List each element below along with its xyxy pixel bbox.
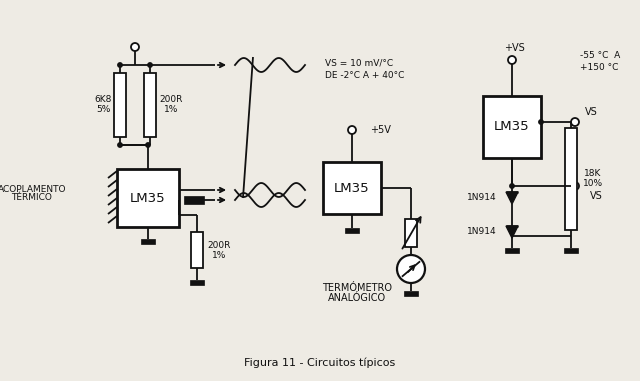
Text: +5V: +5V xyxy=(370,125,391,135)
Text: VS = 10 mV/°C: VS = 10 mV/°C xyxy=(325,59,393,67)
Bar xyxy=(144,73,156,137)
Text: +150 °C: +150 °C xyxy=(580,62,618,72)
Circle shape xyxy=(510,184,514,188)
Circle shape xyxy=(348,126,356,134)
Text: 1%: 1% xyxy=(164,106,178,115)
Bar xyxy=(505,248,519,253)
Circle shape xyxy=(131,43,139,51)
Bar xyxy=(564,248,578,253)
Circle shape xyxy=(118,63,122,67)
Circle shape xyxy=(148,63,152,67)
Polygon shape xyxy=(506,226,518,238)
Text: 1N914: 1N914 xyxy=(467,227,497,237)
Circle shape xyxy=(146,143,150,147)
Circle shape xyxy=(118,143,122,147)
Text: 5%: 5% xyxy=(96,106,110,115)
Circle shape xyxy=(571,182,579,190)
Text: ANALÓGICO: ANALÓGICO xyxy=(328,293,386,303)
Bar xyxy=(565,128,577,230)
Bar xyxy=(190,280,204,285)
Polygon shape xyxy=(506,192,518,204)
Text: 1%: 1% xyxy=(212,250,226,259)
Bar xyxy=(191,232,203,268)
Bar xyxy=(323,162,381,214)
Bar xyxy=(405,219,417,247)
Text: TÉRMICO: TÉRMICO xyxy=(12,194,52,202)
Text: LM35: LM35 xyxy=(494,120,530,133)
Bar xyxy=(117,169,179,227)
Text: 6K8: 6K8 xyxy=(94,96,112,104)
Text: Figura 11 - Circuitos típicos: Figura 11 - Circuitos típicos xyxy=(244,358,396,368)
Text: 200R: 200R xyxy=(159,96,182,104)
Text: 18K: 18K xyxy=(584,170,602,179)
Text: +VS: +VS xyxy=(504,43,524,53)
Text: VS: VS xyxy=(584,107,597,117)
Bar xyxy=(345,228,359,233)
Circle shape xyxy=(397,255,425,283)
Circle shape xyxy=(508,56,516,64)
Text: DE -2°C A + 40°C: DE -2°C A + 40°C xyxy=(325,70,404,80)
Bar xyxy=(404,291,418,296)
Text: 1N914: 1N914 xyxy=(467,194,497,202)
Bar xyxy=(184,196,204,204)
Text: VS: VS xyxy=(589,191,602,201)
Text: LM35: LM35 xyxy=(130,192,166,205)
Text: -55 °C  A: -55 °C A xyxy=(580,51,620,61)
Text: 200R: 200R xyxy=(207,240,230,250)
Text: TERMÓMETRO: TERMÓMETRO xyxy=(322,283,392,293)
Bar xyxy=(141,239,155,244)
Text: ACOPLAMENTO: ACOPLAMENTO xyxy=(0,184,67,194)
Circle shape xyxy=(539,120,543,124)
Circle shape xyxy=(571,118,579,126)
Bar xyxy=(483,96,541,158)
Bar xyxy=(114,73,126,137)
Text: 10%: 10% xyxy=(583,179,603,189)
Text: LM35: LM35 xyxy=(334,181,370,194)
